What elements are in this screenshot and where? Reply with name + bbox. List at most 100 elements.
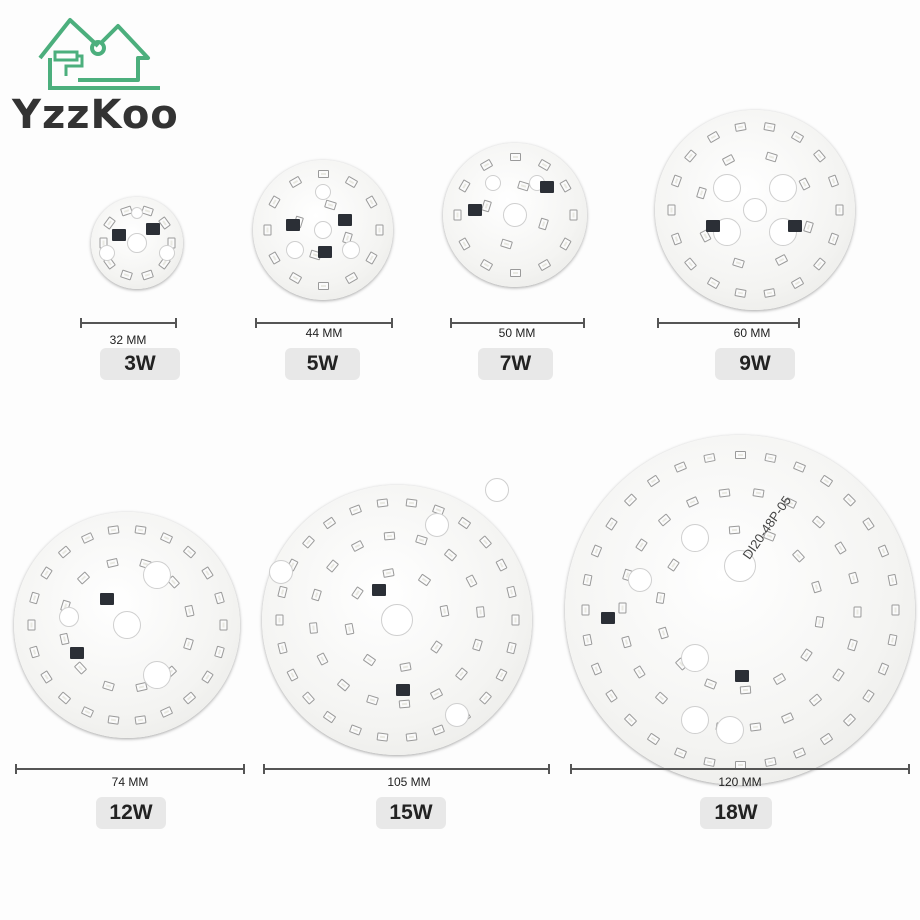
led-chip [495, 668, 508, 682]
led-chip [828, 232, 840, 246]
power-badge: 9W [715, 348, 795, 380]
led-chip [537, 259, 551, 272]
led-chip [780, 712, 795, 724]
led-chip [819, 474, 833, 488]
led-chip [499, 238, 513, 250]
mounting-hole [681, 524, 709, 552]
power-badge: 15W [376, 797, 446, 829]
led-chip [263, 224, 271, 236]
mounting-hole [131, 207, 143, 219]
led-chip [732, 258, 745, 269]
mounting-hole [445, 703, 469, 727]
led-chip [811, 515, 826, 529]
led-chip [398, 699, 411, 709]
led-board-9w [655, 110, 855, 310]
mounting-hole [716, 716, 744, 744]
mounting-hole [681, 706, 709, 734]
led-chip [57, 690, 71, 705]
diameter-dimension-line [80, 318, 177, 328]
led-chip [348, 724, 362, 737]
led-chip [344, 272, 358, 285]
led-chip [773, 673, 787, 686]
driver-ic [396, 684, 410, 696]
led-chip [749, 722, 762, 732]
diameter-dimension-line [657, 318, 800, 328]
diameter-dimension-line [263, 764, 550, 774]
led-board-7w [443, 143, 587, 287]
led-chip [706, 276, 720, 289]
led-chip [734, 451, 746, 459]
led-chip [495, 558, 508, 572]
driver-ic [372, 584, 386, 596]
diameter-dimension-line [255, 318, 393, 328]
led-chip [728, 525, 740, 535]
led-chip [764, 452, 777, 463]
led-chip [734, 287, 747, 298]
led-chip [706, 131, 720, 144]
diameter-dimension-line [570, 764, 910, 774]
led-chip [405, 498, 418, 508]
led-chip [835, 204, 843, 216]
led-chip [101, 680, 115, 692]
led-chip [647, 474, 661, 488]
led-chip [763, 122, 776, 133]
led-chip [887, 634, 898, 647]
led-chip [383, 531, 396, 541]
board-silkscreen: DI20-48P-05 [739, 493, 795, 562]
driver-ic [70, 647, 84, 659]
led-chip [891, 604, 899, 616]
led-chip [559, 237, 572, 251]
driver-ic [146, 223, 160, 235]
led-chip [213, 591, 225, 605]
mounting-hole [485, 478, 509, 502]
led-board-12w [14, 512, 240, 738]
led-chip [684, 149, 698, 163]
led-chip [430, 640, 444, 654]
led-chip [458, 237, 471, 251]
led-chip [443, 548, 458, 562]
led-chip [399, 662, 412, 673]
mounting-hole [769, 174, 797, 202]
led-chip [790, 276, 804, 289]
led-chip [350, 586, 364, 600]
led-chip [471, 638, 483, 652]
led-chip [831, 668, 845, 682]
led-chip [734, 122, 747, 133]
led-chip [363, 653, 377, 667]
led-chip [828, 174, 840, 188]
mounting-hole [724, 550, 756, 582]
led-chip [277, 585, 288, 599]
led-chip [792, 548, 806, 563]
led-chip [635, 537, 649, 552]
led-chip [656, 591, 666, 604]
diameter-label: 44 MM [305, 326, 343, 340]
led-chip [348, 503, 362, 516]
led-chip [365, 195, 378, 209]
led-board-5w [253, 160, 393, 300]
driver-ic [706, 220, 720, 232]
led-chip [324, 199, 338, 211]
led-chip [765, 151, 778, 162]
led-chip [268, 195, 281, 209]
led-chip [39, 566, 53, 580]
led-chip [478, 534, 492, 549]
led-board-15w [262, 478, 532, 755]
led-chip [877, 662, 889, 676]
led-chip [183, 545, 197, 560]
mounting-hole [143, 661, 171, 689]
led-chip [311, 588, 323, 602]
led-chip [752, 488, 765, 499]
led-chip [853, 606, 863, 618]
led-chip [375, 224, 383, 236]
power-badge: 7W [478, 348, 553, 380]
led-chip [183, 690, 197, 705]
led-chip [417, 573, 431, 587]
driver-ic [468, 204, 482, 216]
led-chip [432, 724, 446, 737]
mounting-hole [485, 175, 501, 191]
led-chip [134, 525, 147, 535]
driver-ic [318, 246, 332, 258]
led-chip [344, 622, 355, 635]
driver-ic [338, 214, 352, 226]
led-chip [302, 534, 316, 549]
